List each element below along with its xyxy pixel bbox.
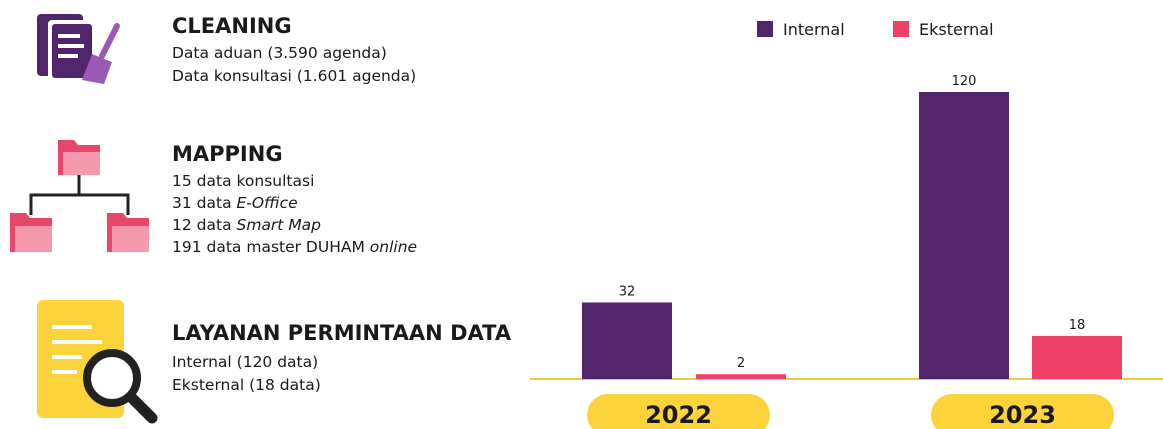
section-line: 12 data Smart Map: [172, 216, 321, 234]
value-label: 2: [737, 356, 745, 371]
legend-label: Eksternal: [919, 20, 994, 39]
legend-swatch: [893, 21, 909, 37]
section-line: Data konsultasi (1.601 agenda): [172, 67, 416, 85]
value-label: 32: [619, 284, 636, 299]
line-text: Data aduan (3.590 agenda): [172, 44, 387, 62]
legend-swatch: [757, 21, 773, 37]
bar: [1032, 335, 1122, 379]
section-line: Eksternal (18 data): [172, 376, 321, 394]
line-text: 12 data: [172, 216, 237, 234]
line-text: Data konsultasi (1.601 agenda): [172, 67, 416, 85]
legend-label: Internal: [783, 20, 845, 39]
section-title: LAYANAN PERMINTAAN DATA: [172, 321, 512, 345]
year-pill: [587, 394, 770, 429]
line-emphasis: Smart Map: [237, 216, 322, 234]
cleaning-icon: [37, 14, 120, 84]
bar: [919, 92, 1009, 379]
section-title: CLEANING: [172, 14, 292, 38]
line-emphasis: online: [370, 238, 417, 256]
data-request-icon: [37, 300, 158, 424]
line-text: 15 data konsultasi: [172, 172, 314, 190]
section-line: Internal (120 data): [172, 353, 318, 371]
mapping-icon: [10, 140, 149, 252]
line-text: Internal (120 data): [172, 353, 318, 371]
bar: [582, 302, 672, 379]
line-text: 191 data master DUHAM: [172, 238, 370, 256]
section-line: 31 data E-Office: [172, 194, 298, 212]
value-label: 120: [952, 74, 977, 89]
x-tick-label: 2022: [645, 401, 712, 429]
line-text: Eksternal (18 data): [172, 376, 321, 394]
value-label: 18: [1069, 318, 1086, 333]
bar: [696, 374, 786, 379]
line-text: 31 data: [172, 194, 237, 212]
section-line: Data aduan (3.590 agenda): [172, 44, 387, 62]
year-pill: [931, 394, 1114, 429]
x-tick-label: 2023: [989, 401, 1056, 429]
line-emphasis: E-Office: [237, 194, 298, 212]
section-line: 191 data master DUHAM online: [172, 238, 417, 256]
section-line: 15 data konsultasi: [172, 172, 314, 190]
section-title: MAPPING: [172, 142, 283, 166]
